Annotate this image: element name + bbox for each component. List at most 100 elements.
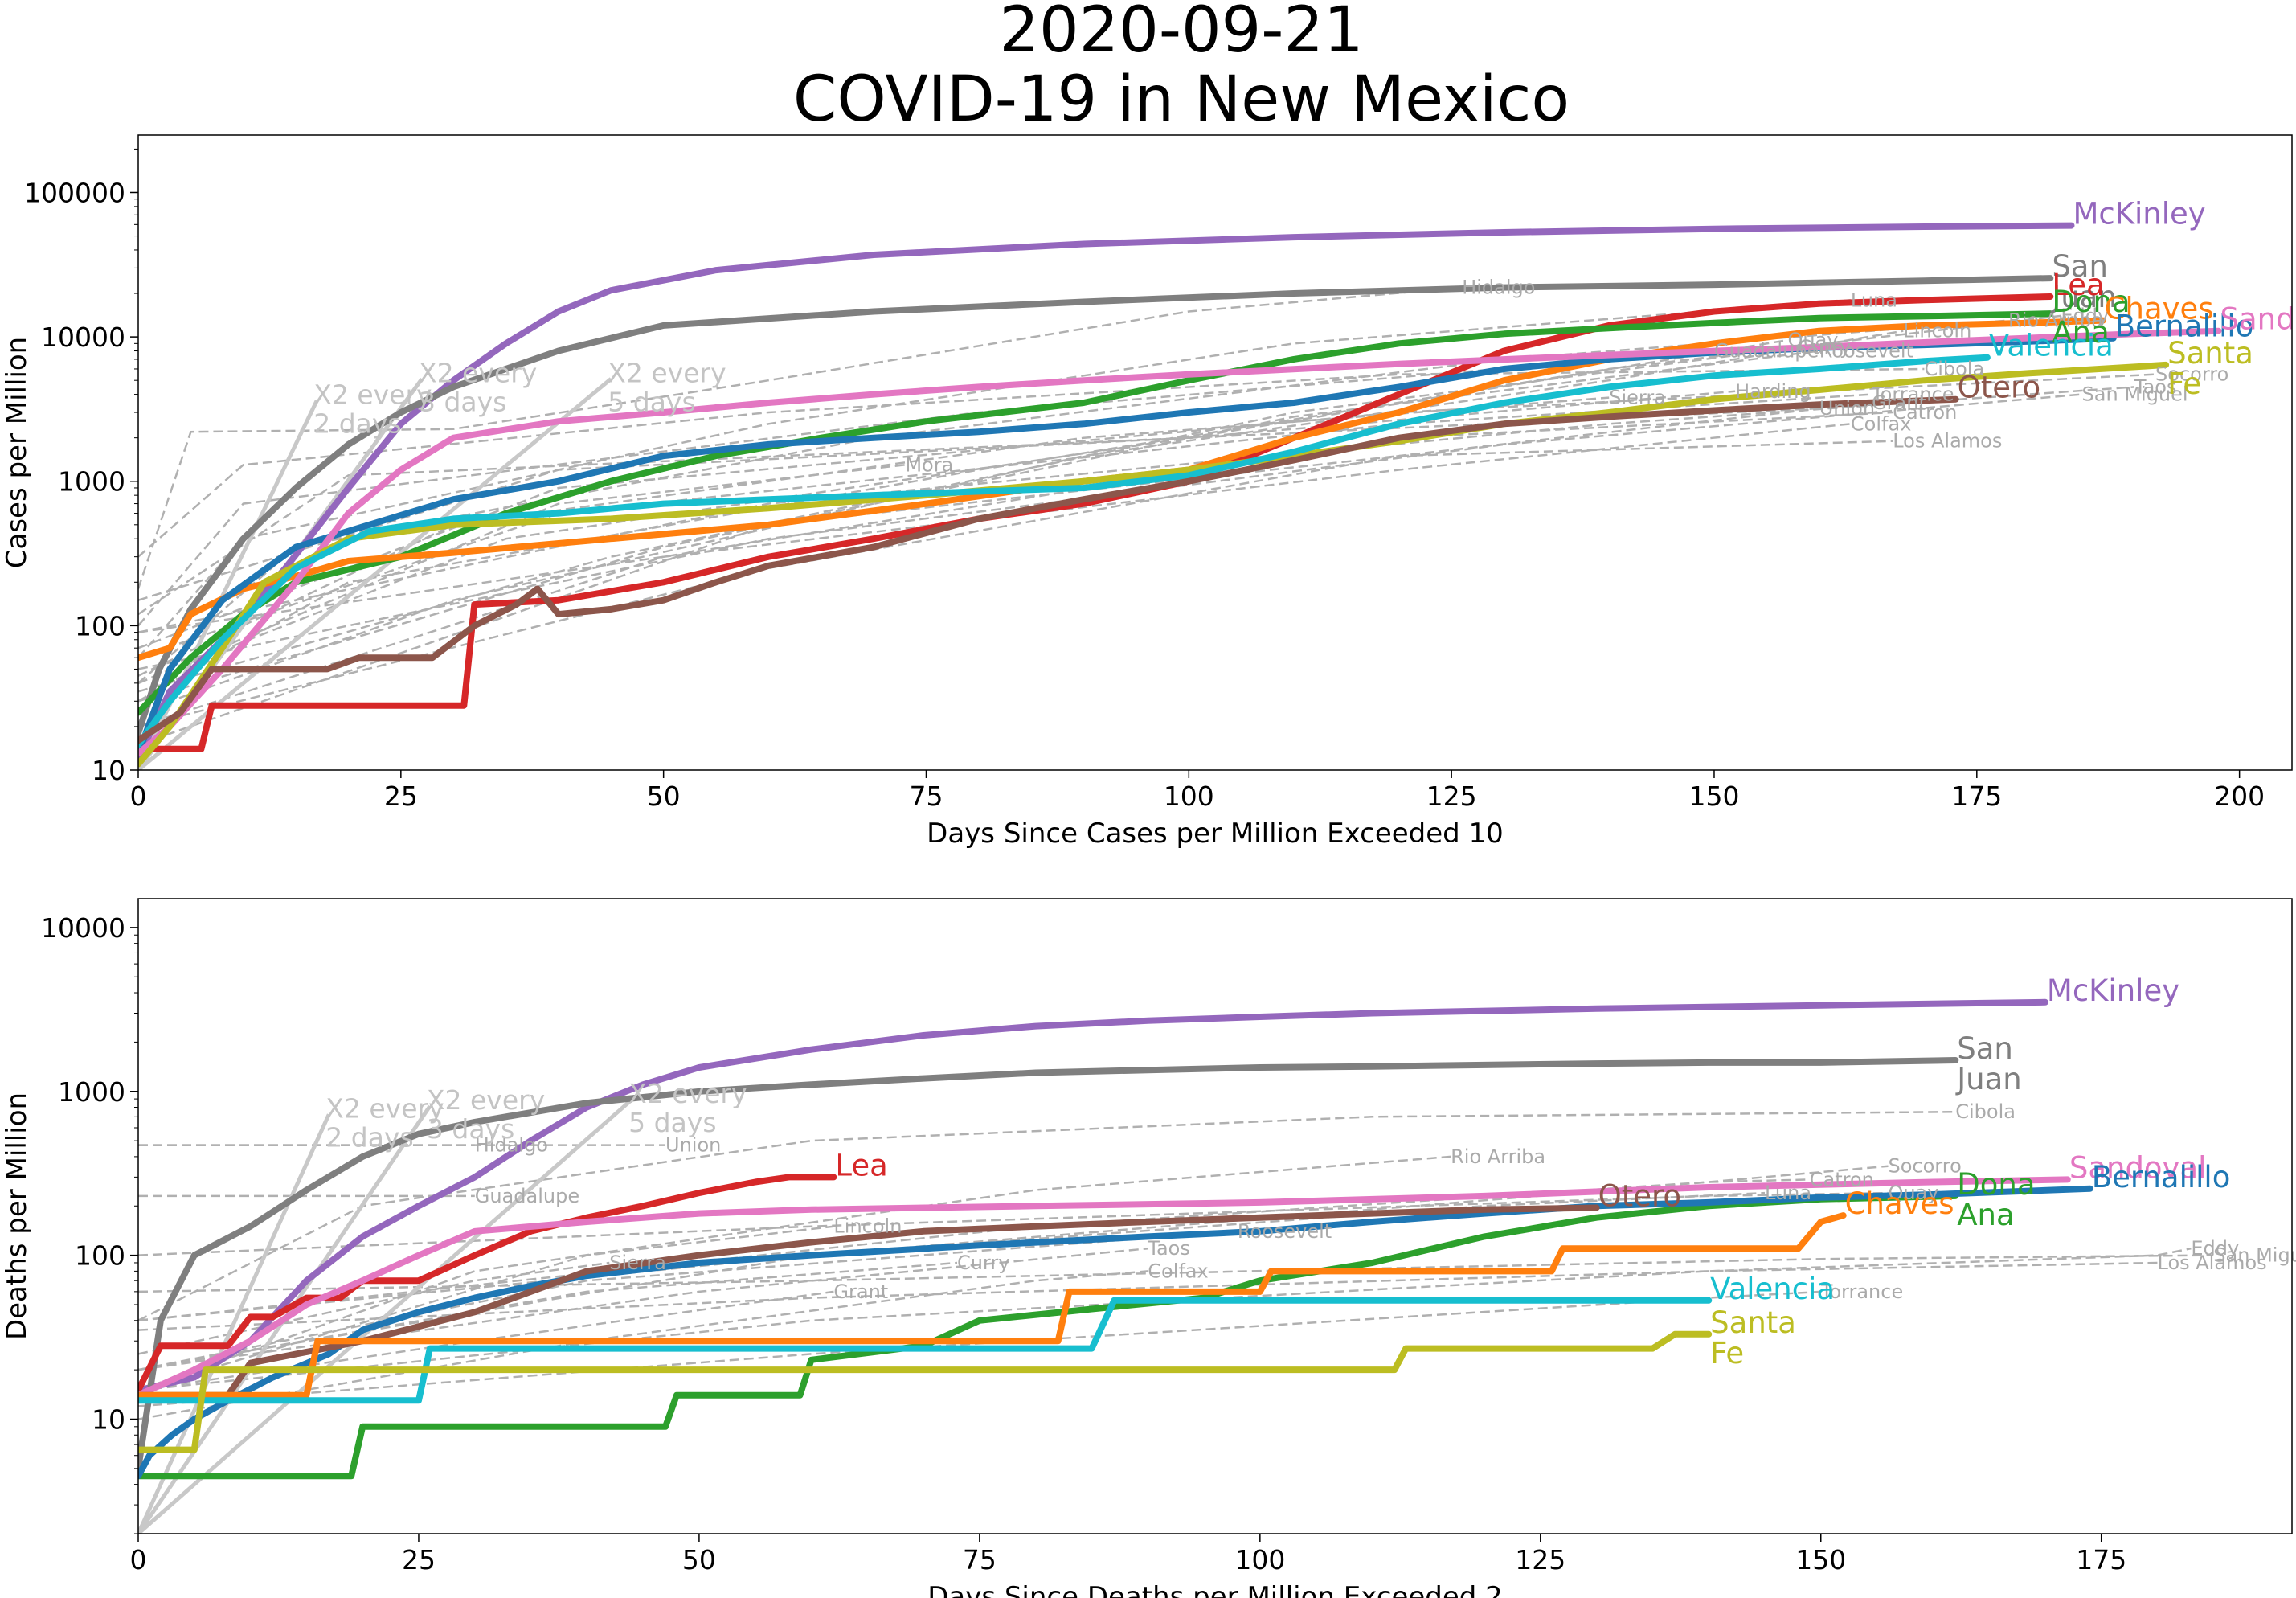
background-label-union: Union xyxy=(1819,397,1875,420)
y-tick-label: 100 xyxy=(75,610,125,641)
doubling-guide-label-3d: X2 every xyxy=(419,357,537,388)
background-label-roosevelt: Roosevelt xyxy=(1819,340,1913,363)
series-label-otero: Otero xyxy=(1958,371,2040,405)
doubling-guide-line-5d xyxy=(138,1098,633,1534)
x-tick-label: 50 xyxy=(647,781,681,812)
y-tick-label: 10 xyxy=(92,1404,125,1436)
x-tick-label: 175 xyxy=(2076,1544,2126,1575)
x-tick-label: 50 xyxy=(682,1544,716,1575)
series-label-valencia: Valencia xyxy=(1989,329,2114,363)
background-line-taos xyxy=(138,386,2134,633)
background-label-grant: Grant xyxy=(833,1280,888,1303)
background-line-cibola xyxy=(138,367,1925,558)
series-line-san-juan xyxy=(138,1057,1959,1472)
series-label-mckinley: McKinley xyxy=(2047,973,2179,1008)
doubling-guide-label-2d: 2 days xyxy=(325,1121,413,1153)
background-label-colfax: Colfax xyxy=(1851,412,1911,435)
series-line-dona-ana xyxy=(138,1192,1959,1480)
doubling-guide-label-5d: X2 every xyxy=(628,1078,747,1109)
background-label-lincoln: Lincoln xyxy=(833,1215,902,1238)
x-axis-label: Days Since Cases per Million Exceeded 10 xyxy=(927,817,1504,850)
x-tick-label: 125 xyxy=(1426,781,1477,812)
background-label-sierra: Sierra xyxy=(1609,387,1666,409)
y-axis-label: Cases per Million xyxy=(1,337,33,569)
x-tick-label: 100 xyxy=(1164,781,1214,812)
background-label-lincoln: Lincoln xyxy=(1903,320,1971,342)
background-line-roosevelt xyxy=(138,350,1819,703)
background-label-luna: Luna xyxy=(1765,1182,1811,1204)
series-label-dona-ana: Ana xyxy=(2052,315,2109,350)
background-label-san-miguel: San Miguel xyxy=(2082,383,2188,406)
series-line-dona-ana xyxy=(138,310,2054,716)
background-line-colfax xyxy=(138,423,1852,728)
axes-frame xyxy=(137,134,2293,771)
background-label-luna: Luna xyxy=(1851,289,1897,311)
background-label-eddy: Eddy xyxy=(2061,305,2109,327)
background-label-los-alamos: Los Alamos xyxy=(2158,1252,2267,1274)
background-label-harding: Harding xyxy=(1735,380,1811,403)
x-tick-label: 0 xyxy=(130,1544,147,1575)
y-tick-label: 10 xyxy=(92,755,125,786)
background-line-curry xyxy=(138,346,1799,693)
background-line-lincoln xyxy=(138,330,1904,714)
series-label-santa-fe: Santa xyxy=(1710,1305,1796,1340)
y-tick-label: 1000 xyxy=(58,466,125,498)
series-label-dona-ana: Dona xyxy=(1957,1167,2035,1202)
doubling-guide-label-3d: 3 days xyxy=(427,1113,514,1145)
background-label-socorro: Socorro xyxy=(1889,1155,1962,1178)
background-line-curry xyxy=(138,1261,958,1371)
background-label-guadalupe: Guadalupe xyxy=(1714,340,1819,363)
background-line-cibola xyxy=(138,1110,1956,1321)
background-label-cibola: Cibola xyxy=(1924,358,1984,380)
background-line-rio-arriba xyxy=(138,1155,1451,1391)
background-line-catron xyxy=(138,1178,1810,1322)
series-label-san-juan: San xyxy=(1957,1031,2013,1066)
background-label-sierra: Sierra xyxy=(609,1252,666,1274)
series-line-chaves xyxy=(138,1212,1847,1399)
background-line-mora xyxy=(138,464,906,685)
x-tick-label: 25 xyxy=(402,1544,436,1575)
series-label-san-juan: Juan xyxy=(2050,280,2117,314)
doubling-guide-label-2d: X2 every xyxy=(325,1092,444,1124)
background-label-los-alamos: Los Alamos xyxy=(1893,430,2002,453)
series-line-otero xyxy=(138,1204,1600,1399)
deaths-panel: Hidalgo Union Guadalupe Cibola Rio Arriba Soc… xyxy=(1,898,2296,1598)
background-label-hidalgo: Hidalgo xyxy=(1462,277,1535,299)
background-label-socorro: Socorro xyxy=(2155,363,2228,386)
background-label-roosevelt: Roosevelt xyxy=(1238,1220,1332,1243)
series-label-mckinley: McKinley xyxy=(2073,197,2205,232)
background-line-guadalupe xyxy=(138,350,1715,627)
background-label-torrance: Torrance xyxy=(1871,383,1954,406)
series-line-valencia xyxy=(138,354,1991,748)
background-line-sierra xyxy=(138,1261,610,1355)
x-tick-label: 175 xyxy=(1951,781,2002,812)
series-label-sandoval: Sandoval xyxy=(2069,1150,2207,1185)
x-tick-label: 0 xyxy=(130,781,147,812)
series-label-dona-ana: Ana xyxy=(1957,1198,2014,1232)
y-tick-label: 100000 xyxy=(24,177,125,208)
background-label-grant: Grant xyxy=(1872,391,1926,414)
background-label-guadalupe: Guadalupe xyxy=(475,1185,579,1207)
x-tick-label: 200 xyxy=(2214,781,2265,812)
series-line-bernalillo xyxy=(138,1185,2093,1480)
series-label-bernalillo: Bernalillo xyxy=(2115,309,2254,344)
y-axis-label: Deaths per Million xyxy=(1,1092,33,1340)
background-line-roosevelt xyxy=(138,1230,1238,1371)
series-line-santa-fe xyxy=(138,1330,1713,1453)
series-line-sandoval xyxy=(138,1176,2071,1399)
series-line-mckinley xyxy=(138,998,2048,1394)
x-tick-label: 75 xyxy=(963,1544,997,1575)
x-tick-label: 125 xyxy=(1515,1544,1565,1575)
series-label-lea: Lea xyxy=(2052,268,2104,302)
background-line-lincoln xyxy=(138,1225,834,1391)
y-tick-label: 10000 xyxy=(41,322,125,353)
background-label-taos: Taos xyxy=(1147,1237,1190,1260)
chart-title-line-1: 2020-09-21 xyxy=(999,0,1363,67)
y-tick-label: 10000 xyxy=(41,912,125,944)
background-label-colfax: Colfax xyxy=(1148,1260,1208,1282)
axes-frame xyxy=(137,898,2293,1534)
x-tick-label: 150 xyxy=(1795,1544,1846,1575)
x-tick-label: 75 xyxy=(909,781,943,812)
